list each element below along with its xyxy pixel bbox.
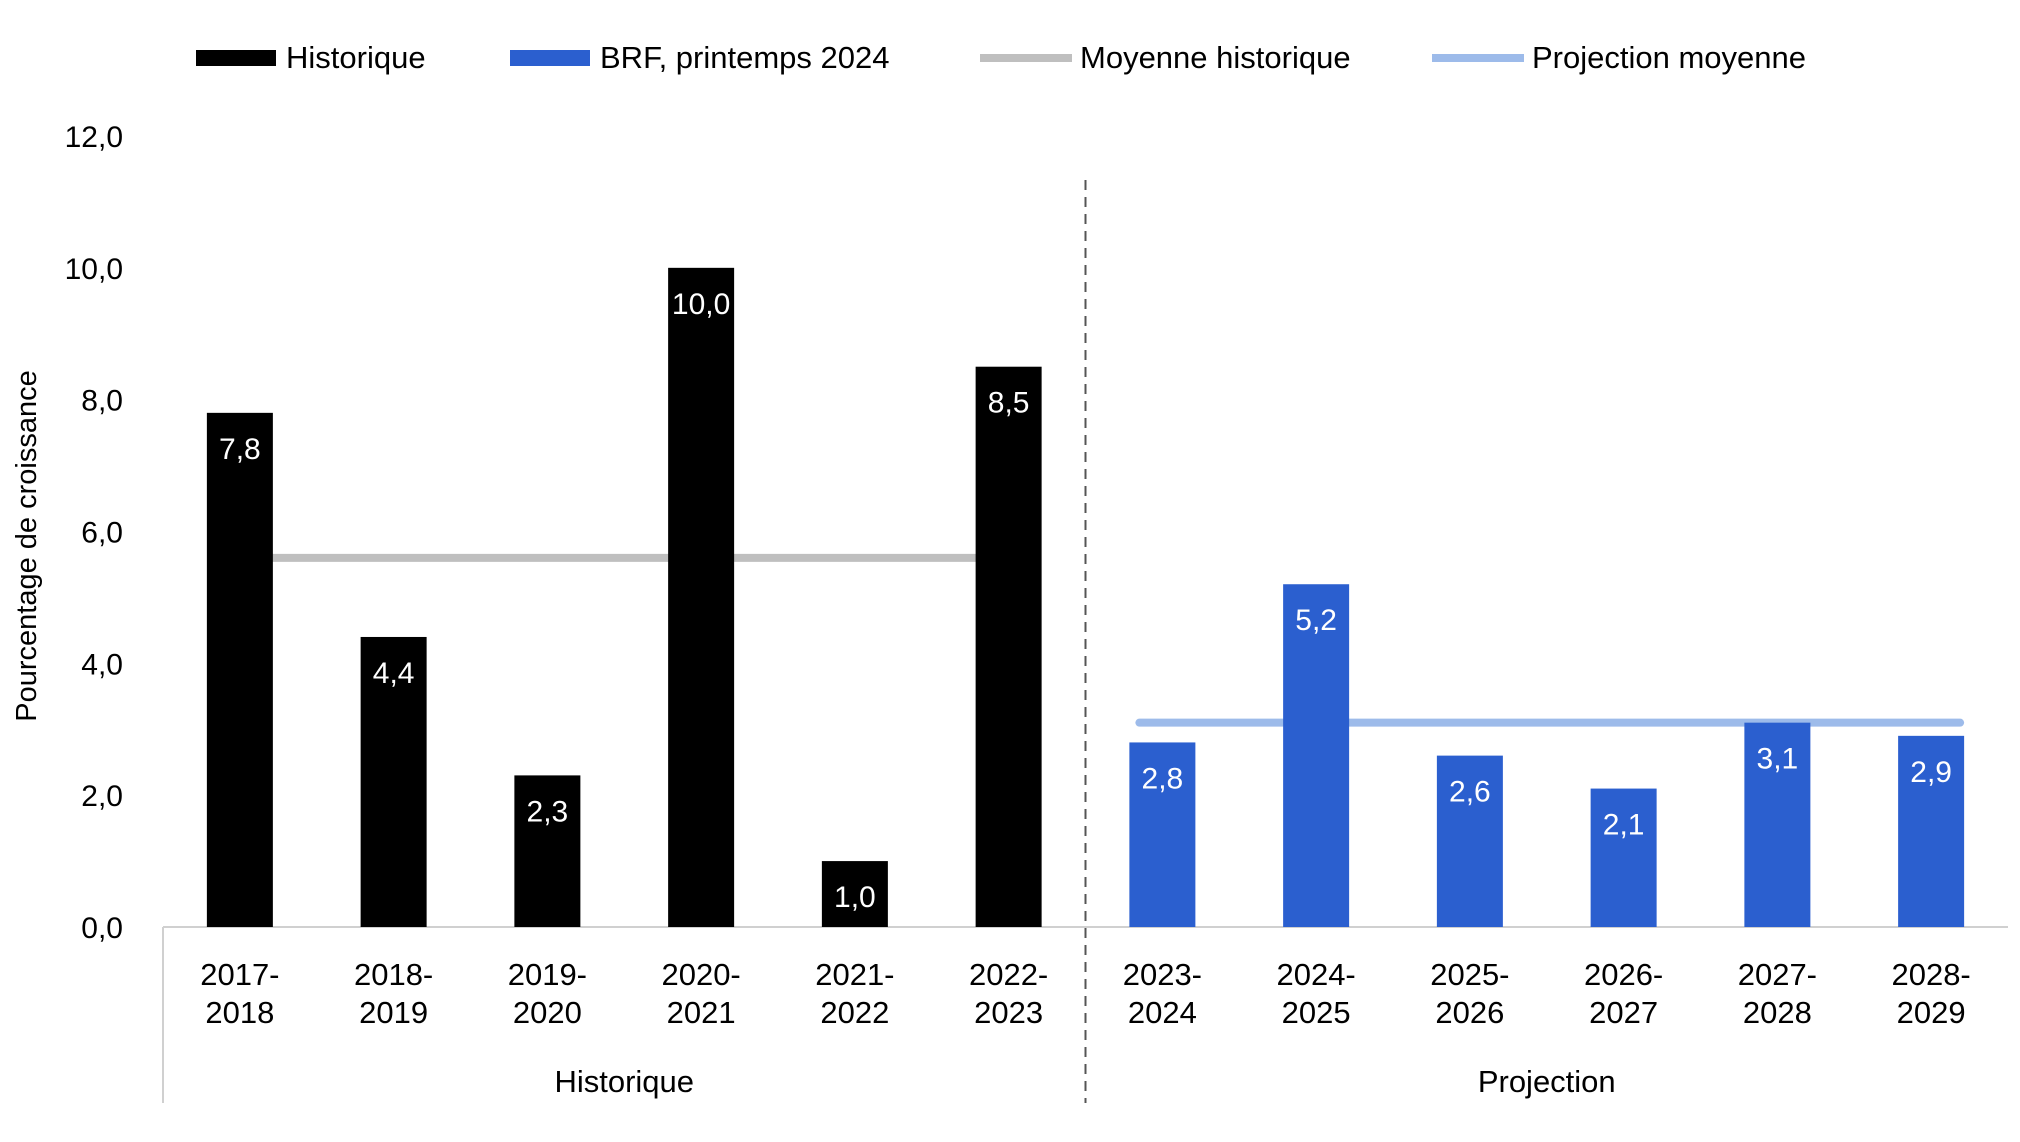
y-axis-ticks: 0,0 2,0 4,0 6,0 8,0 10,0 12,0 <box>65 121 123 945</box>
x-tick-label: 2025- <box>1430 957 1509 992</box>
bar <box>1129 742 1196 927</box>
group-label: Projection <box>1478 1064 1616 1099</box>
x-tick-label: 2020 <box>513 995 582 1030</box>
bar-value-label: 7,8 <box>219 433 261 466</box>
bar <box>1590 788 1657 927</box>
legend-swatch <box>196 50 276 66</box>
x-tick-label: 2027- <box>1738 957 1817 992</box>
legend-label: BRF, printemps 2024 <box>600 40 889 75</box>
bar <box>975 366 1042 927</box>
reference-lines <box>212 553 1965 727</box>
x-tick-label: 2028- <box>1891 957 1970 992</box>
x-tick-label: 2023- <box>1123 957 1202 992</box>
y-tick-label: 6,0 <box>81 517 123 550</box>
x-tick-label: 2026 <box>1435 995 1504 1030</box>
x-tick-label: 2021- <box>815 957 894 992</box>
x-tick-label: 2020- <box>661 957 740 992</box>
x-tick-label: 2019 <box>359 995 428 1030</box>
y-tick-label: 8,0 <box>81 385 123 418</box>
y-tick-label: 0,0 <box>81 912 123 945</box>
category-axis <box>162 180 2008 1103</box>
bar-value-label: 1,0 <box>834 881 876 914</box>
x-tick-label: 2018 <box>205 995 274 1030</box>
x-tick-label: 2017- <box>200 957 279 992</box>
bar <box>514 775 581 927</box>
x-tick-label: 2022 <box>820 995 889 1030</box>
legend-label: Projection moyenne <box>1532 40 1806 75</box>
x-tick-label: 2023 <box>974 995 1043 1030</box>
bar-value-label: 8,5 <box>988 387 1030 420</box>
bar-value-label: 4,4 <box>373 657 415 690</box>
y-tick-label: 4,0 <box>81 648 123 681</box>
legend-swatch <box>510 50 590 66</box>
bar-value-label: 2,9 <box>1910 756 1952 789</box>
group-label: Historique <box>554 1064 694 1099</box>
y-axis-title: Pourcentage de croissance <box>11 370 43 721</box>
x-tick-label: 2027 <box>1589 995 1658 1030</box>
legend-label: Moyenne historique <box>1080 40 1351 75</box>
x-tick-label: 2019- <box>508 957 587 992</box>
bar <box>1898 735 1965 927</box>
bar-value-label: 3,1 <box>1757 743 1799 776</box>
x-tick-label: 2024 <box>1128 995 1197 1030</box>
bar <box>360 636 427 927</box>
bar <box>668 267 735 927</box>
group-labels: Historique Projection <box>554 1064 1615 1099</box>
bars <box>206 267 1965 928</box>
x-tick-label: 2029 <box>1897 995 1966 1030</box>
x-tick-label: 2021 <box>667 995 736 1030</box>
bar-value-label: 2,1 <box>1603 809 1645 842</box>
y-tick-label: 12,0 <box>65 121 123 154</box>
bar <box>821 861 888 927</box>
x-tick-label: 2026- <box>1584 957 1663 992</box>
bar-value-label: 2,8 <box>1142 762 1184 795</box>
y-tick-label: 2,0 <box>81 780 123 813</box>
bar-value-label: 2,3 <box>527 795 569 828</box>
x-tick-label: 2028 <box>1743 995 1812 1030</box>
bar <box>1283 584 1350 927</box>
bar <box>1744 722 1811 927</box>
legend: Historique BRF, printemps 2024 Moyenne his… <box>196 40 1806 75</box>
bar-value-label: 2,6 <box>1449 776 1491 809</box>
x-tick-label: 2022- <box>969 957 1048 992</box>
x-axis-tick-labels: 2017-2018 2018-2019 2019-2020 2020-2021 2021… <box>200 957 1971 1030</box>
bar <box>1436 755 1503 927</box>
bar-value-label: 10,0 <box>672 288 730 321</box>
x-tick-label: 2024- <box>1276 957 1355 992</box>
x-tick-label: 2025 <box>1282 995 1351 1030</box>
y-tick-label: 10,0 <box>65 253 123 286</box>
x-tick-label: 2018- <box>354 957 433 992</box>
data-labels: 7,8 4,4 2,3 10,0 1,0 8,5 2,8 5,2 2,6 2,1 3,1 2,9 <box>219 288 1952 914</box>
legend-label: Historique <box>286 40 426 75</box>
bar <box>206 412 273 928</box>
bar-value-label: 5,2 <box>1295 604 1337 637</box>
